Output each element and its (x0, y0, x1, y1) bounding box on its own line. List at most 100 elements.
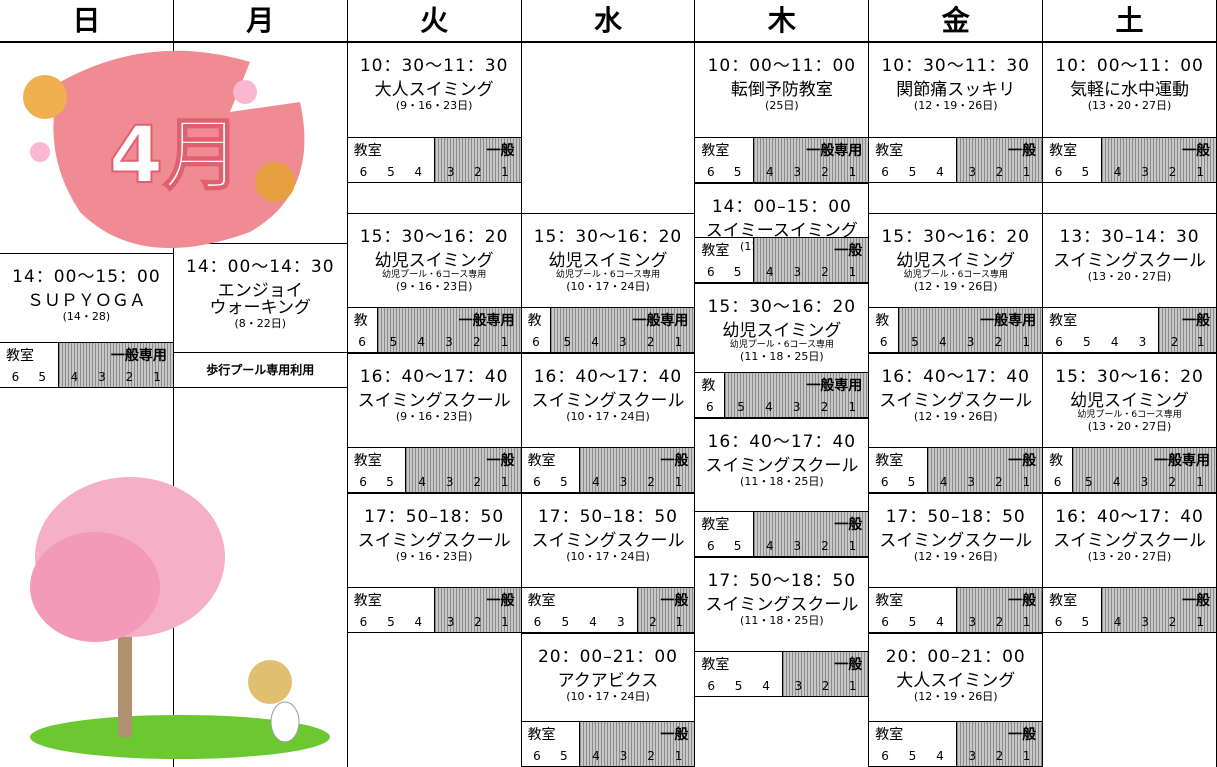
lane-number: 3 (793, 265, 802, 279)
lane-number: 1 (1197, 335, 1205, 349)
lane-numbers: 3 2 1 (959, 615, 1040, 629)
classroom-lanes: 教室 6 5 (522, 448, 580, 492)
general-lanes: 一般専用 5 4 3 2 1 (898, 308, 1043, 352)
lane-numbers: 4 3 2 1 (582, 749, 692, 763)
lane-number: 1 (1196, 475, 1204, 489)
lane-number: 3 (617, 615, 625, 629)
session: 13：30–14：30 スイミングスクール (13・20・27日) 教室 6 5 4 3 一般 2… (1043, 213, 1216, 353)
session-title: 大人スイミング (896, 671, 1016, 691)
lane-numbers: 5 4 3 2 1 (901, 335, 1040, 349)
session-title: スイミングスクール (357, 531, 511, 551)
lane-number: 4 (414, 165, 423, 179)
session-time: 16：40～17：40 (533, 367, 683, 387)
lane-label: 一般専用 (458, 313, 515, 329)
lane-number: 5 (908, 615, 917, 629)
lane-number: 5 (1081, 165, 1090, 179)
month-banner: 4月 (23, 50, 305, 248)
session-subtitle: 幼児プール・6コース専用 (1077, 410, 1182, 420)
session-dates: (13・20・27日) (1087, 550, 1172, 563)
lane-number: 6 (707, 265, 715, 279)
lane-table: 教 6 一般専用 5 4 3 2 1 (347, 307, 521, 352)
lane-number: 2 (473, 475, 481, 489)
flower (233, 80, 257, 104)
session-time: 17：50–18：50 (537, 507, 678, 527)
lane-numbers: 4 3 2 1 (1104, 165, 1214, 179)
session-dates: (13・20・27日) (1087, 420, 1172, 433)
session-dates: (9・16・23日) (395, 99, 473, 112)
session-dates: (10・17・24日) (566, 280, 650, 293)
day-column: 日 14：00～15：00 ＳＵＰＹＯＧＡ (14・28) 教室 6 5 一般専用 4 3 2 1 (0, 0, 174, 767)
lane-label: 教室 (875, 143, 904, 159)
lane-number: 1 (1022, 475, 1031, 489)
classroom-lanes: 教室 6 5 (348, 448, 406, 492)
session-dates: (11・18・25日) (740, 614, 824, 627)
lane-number: 5 (1083, 335, 1091, 349)
general-lanes: 一般 2 1 (636, 588, 695, 632)
lane-numbers: 6 5 4 (871, 165, 953, 179)
lane-number: 6 (533, 749, 541, 763)
session-subtitle: 幼児プール・6コース専用 (555, 270, 661, 280)
session-title: エンジョイ ウォーキング (209, 281, 312, 318)
lane-number: 5 (563, 335, 572, 349)
session-time: 10：30～11：30 (881, 56, 1030, 76)
lane-number: 1 (1196, 615, 1204, 629)
session-dates: (14・28) (62, 310, 111, 323)
lane-number: 2 (1168, 165, 1177, 179)
lane-number: 4 (936, 749, 944, 763)
lane-number: 2 (646, 335, 655, 349)
lane-number: 3 (968, 165, 977, 179)
lane-number: 4 (592, 749, 600, 763)
lane-label: 一般専用 (806, 378, 863, 394)
session-title: ＳＵＰＹＯＧＡ (26, 291, 146, 311)
lane-label: 教室 (6, 348, 34, 364)
classroom-lanes: 教室 6 5 (1043, 138, 1101, 182)
lane-number: 4 (589, 615, 597, 629)
session-dates: (12・19・26日) (913, 99, 998, 112)
lane-number: 6 (707, 539, 715, 553)
lane-numbers: 6 5 4 (697, 679, 779, 693)
lane-numbers: 6 (697, 400, 722, 414)
lane-number: 1 (848, 400, 857, 414)
general-lanes: 一般専用 4 3 2 1 (753, 138, 869, 182)
lane-number: 3 (793, 165, 802, 179)
lane-label: 一般専用 (806, 143, 863, 159)
day-header: 火 (347, 0, 521, 43)
session-title: 関節痛スッキリ (896, 80, 1016, 100)
lane-table: 教室 6 5 一般 4 3 2 1 (347, 447, 521, 492)
lane-number: 2 (472, 335, 481, 349)
session-title: アクアビクス (557, 671, 659, 691)
lane-number: 6 (533, 615, 542, 629)
lane-number: 6 (1054, 615, 1063, 629)
session: 16：40～17：40 スイミングスクール (12・19・26日) 教室 6 5 一般 4 3 2… (869, 353, 1043, 493)
session: 17：50～18：50 スイミングスクール (11・18・25日) 教室 6 5 4 一般 3 2… (695, 557, 869, 697)
lane-label: 教室 (353, 593, 382, 609)
lane-numbers: 4 3 2 1 (756, 165, 866, 179)
lane-number: 2 (125, 370, 134, 384)
lane-table: 教 6 一般専用 5 4 3 2 1 (521, 307, 695, 352)
lane-numbers: 4 3 2 1 (61, 370, 171, 384)
general-lanes: 一般専用 5 4 3 2 1 (724, 373, 869, 417)
lane-number: 5 (737, 400, 745, 414)
general-lanes: 一般専用 5 4 3 2 1 (376, 308, 521, 352)
lane-number: 1 (501, 615, 509, 629)
classroom-lanes: 教室 6 5 4 (695, 652, 781, 696)
general-lanes: 一般 3 2 1 (955, 588, 1043, 632)
lane-number: 3 (1140, 475, 1149, 489)
lane-table: 教室 6 5 一般専用 4 3 2 1 (695, 137, 869, 182)
lane-label: 教室 (701, 243, 730, 259)
lane-label: 一般 (1181, 593, 1210, 609)
lane-numbers: 4 3 2 1 (756, 265, 866, 279)
lane-number: 2 (995, 165, 1004, 179)
general-lanes: 一般 3 2 1 (955, 138, 1043, 182)
general-lanes: 一般 3 2 1 (781, 652, 869, 696)
session-dates: (13・20・27日) (1087, 270, 1172, 283)
lane-label: 一般 (1008, 727, 1037, 743)
lane-label: 一般 (486, 453, 515, 469)
lane-label: 教 (1049, 453, 1064, 469)
